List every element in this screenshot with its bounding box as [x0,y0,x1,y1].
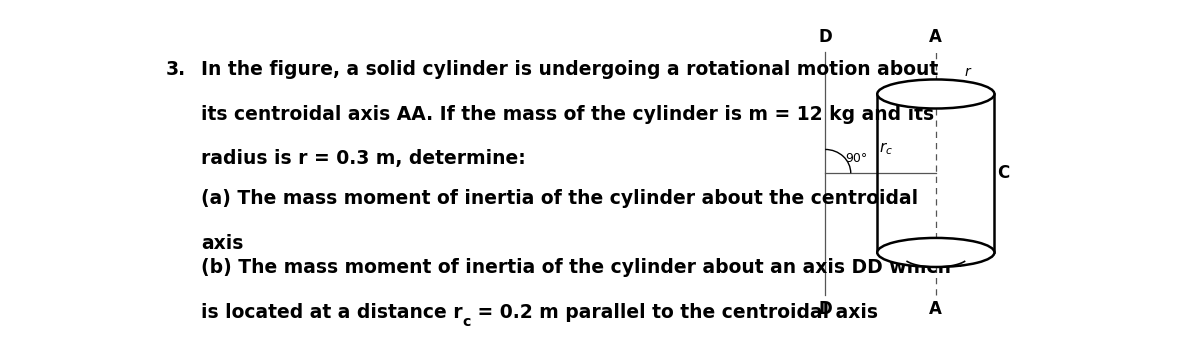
Text: C: C [997,164,1009,182]
Text: = 0.2 m parallel to the centroidal axis: = 0.2 m parallel to the centroidal axis [472,303,878,322]
Text: c: c [463,315,472,329]
Text: A: A [930,28,942,46]
Text: A: A [930,300,942,318]
Text: $r_c$: $r_c$ [880,141,893,157]
Text: 3.: 3. [166,60,186,79]
Text: 90°: 90° [846,152,868,165]
Text: radius is r = 0.3 m, determine:: radius is r = 0.3 m, determine: [202,150,526,168]
Text: (a) The mass moment of inertia of the cylinder about the centroidal: (a) The mass moment of inertia of the cy… [202,189,918,208]
Text: is located at a distance r: is located at a distance r [202,303,463,322]
Text: D: D [818,28,832,46]
Text: D: D [818,300,832,318]
Ellipse shape [877,238,995,267]
Text: axis: axis [202,234,244,253]
Text: In the figure, a solid cylinder is undergoing a rotational motion about: In the figure, a solid cylinder is under… [202,60,938,79]
Ellipse shape [877,80,995,108]
Text: its centroidal axis AA. If the mass of the cylinder is m = 12 kg and its: its centroidal axis AA. If the mass of t… [202,105,935,123]
Text: (b) The mass moment of inertia of the cylinder about an axis DD which: (b) The mass moment of inertia of the cy… [202,258,952,277]
Text: $r$: $r$ [964,66,972,80]
